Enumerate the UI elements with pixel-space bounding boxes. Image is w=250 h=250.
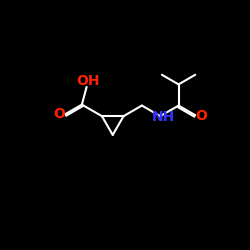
Text: O: O: [53, 107, 65, 121]
Text: O: O: [196, 109, 207, 123]
Text: NH: NH: [152, 110, 175, 124]
Text: OH: OH: [76, 74, 99, 88]
